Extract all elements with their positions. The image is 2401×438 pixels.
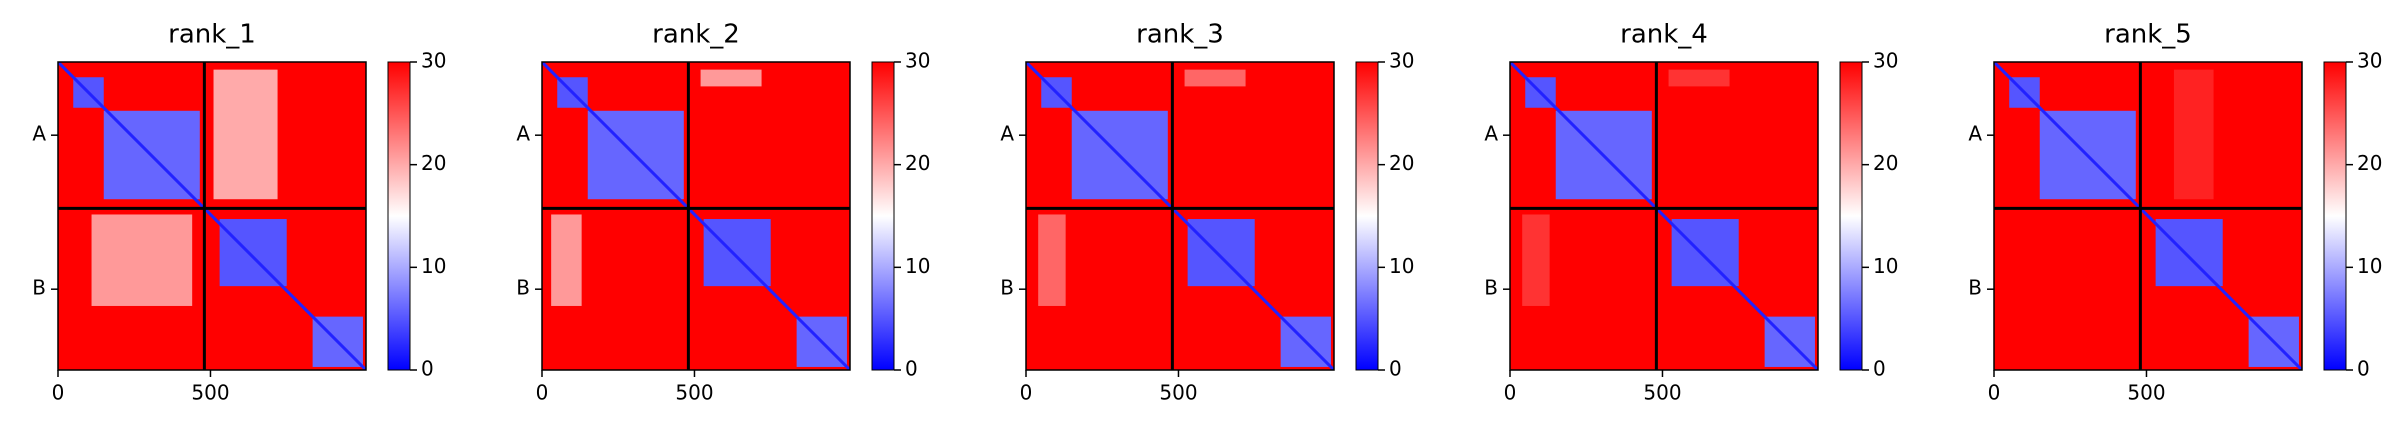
heatmap-region — [1038, 214, 1066, 306]
heatmap-region — [1184, 69, 1246, 87]
chart-title: rank_2 — [652, 20, 740, 50]
x-tick-label: 0 — [1504, 381, 1517, 405]
plot-area — [1994, 62, 2302, 370]
heatmap-region — [2155, 219, 2223, 287]
heatmap-region — [1671, 219, 1739, 287]
colorbar — [1839, 61, 1863, 371]
colorbar-tick-label: 0 — [1873, 357, 1886, 381]
colorbar-tick-label: 20 — [1873, 151, 1898, 175]
colorbar-tick-label: 20 — [421, 151, 446, 175]
heatmap-region — [1668, 69, 1730, 87]
x-tick-label: 500 — [2127, 381, 2165, 405]
x-tick-label: 0 — [536, 381, 549, 405]
x-tick-label: 500 — [191, 381, 229, 405]
panel: rank_2 0 500 A B 0 10 20 30 — [516, 20, 930, 405]
chart-title: rank_1 — [168, 20, 256, 50]
x-tick-label: 500 — [675, 381, 713, 405]
x-tick-label: 0 — [1020, 381, 1033, 405]
heatmap-region — [700, 69, 762, 87]
colorbar — [1355, 61, 1379, 371]
heatmap-region — [91, 214, 193, 306]
heatmap-region — [219, 219, 287, 287]
colorbar-tick-label: 30 — [421, 49, 446, 73]
colorbar — [2323, 61, 2347, 371]
panel: rank_1 0 500 A B 0 10 20 30 — [32, 20, 446, 405]
diagonal — [542, 62, 850, 370]
x-tick-label: 0 — [1988, 381, 2001, 405]
x-tick-label: 0 — [52, 381, 65, 405]
y-tick-label: A — [516, 122, 530, 146]
colorbar-tick-label: 10 — [1873, 254, 1898, 278]
panel: rank_3 0 500 A B 0 10 20 30 — [1000, 20, 1414, 405]
heatmap-region — [1187, 219, 1255, 287]
heatmap-region — [551, 214, 582, 306]
colorbar-tick-label: 30 — [1873, 49, 1898, 73]
colorbar — [871, 61, 895, 371]
y-tick-label: A — [1000, 122, 1014, 146]
colorbar-tick-label: 0 — [421, 357, 434, 381]
plot-area — [58, 62, 366, 370]
y-tick-label: B — [32, 276, 46, 300]
chart-title: rank_3 — [1136, 20, 1224, 50]
colorbar-tick-label: 0 — [2357, 357, 2370, 381]
diagonal — [1510, 62, 1818, 370]
plot-frame — [57, 61, 367, 371]
colorbar-tick-label: 10 — [421, 254, 446, 278]
y-tick-label: A — [32, 122, 46, 146]
x-tick-label: 500 — [1159, 381, 1197, 405]
y-tick-label: B — [1968, 276, 1982, 300]
colorbar-tick-label: 10 — [905, 254, 930, 278]
y-tick-label: B — [1484, 276, 1498, 300]
panel: rank_5 0 500 A B 0 10 20 30 — [1968, 20, 2382, 405]
plot-frame — [541, 61, 851, 371]
diagonal — [58, 62, 366, 370]
heatmap-region — [703, 219, 771, 287]
diagonal — [1994, 62, 2302, 370]
plot-frame — [1509, 61, 1819, 371]
heatmap-region — [1522, 214, 1550, 306]
chart-title: rank_5 — [2104, 20, 2192, 50]
y-tick-label: A — [1968, 122, 1982, 146]
plot-area — [1510, 62, 1818, 370]
plot-area — [1026, 62, 1334, 370]
colorbar-tick-label: 10 — [2357, 254, 2382, 278]
plot-area — [542, 62, 850, 370]
colorbar — [387, 61, 411, 371]
colorbar-tick-label: 10 — [1389, 254, 1414, 278]
plot-frame — [1993, 61, 2303, 371]
y-tick-label: A — [1484, 122, 1498, 146]
x-tick-label: 500 — [1643, 381, 1681, 405]
colorbar-tick-label: 20 — [905, 151, 930, 175]
colorbar-tick-label: 0 — [1389, 357, 1402, 381]
chart-title: rank_4 — [1620, 20, 1708, 50]
y-tick-label: B — [516, 276, 530, 300]
panel: rank_4 0 500 A B 0 10 20 30 — [1484, 20, 1898, 405]
diagonal — [1026, 62, 1334, 370]
colorbar-tick-label: 30 — [1389, 49, 1414, 73]
heatmap-region — [213, 69, 278, 200]
plot-frame — [1025, 61, 1335, 371]
y-tick-label: B — [1000, 276, 1014, 300]
colorbar-tick-label: 30 — [2357, 49, 2382, 73]
heatmap-region — [2173, 69, 2214, 200]
colorbar-tick-label: 30 — [905, 49, 930, 73]
colorbar-tick-label: 0 — [905, 357, 918, 381]
colorbar-tick-label: 20 — [2357, 151, 2382, 175]
colorbar-tick-label: 20 — [1389, 151, 1414, 175]
